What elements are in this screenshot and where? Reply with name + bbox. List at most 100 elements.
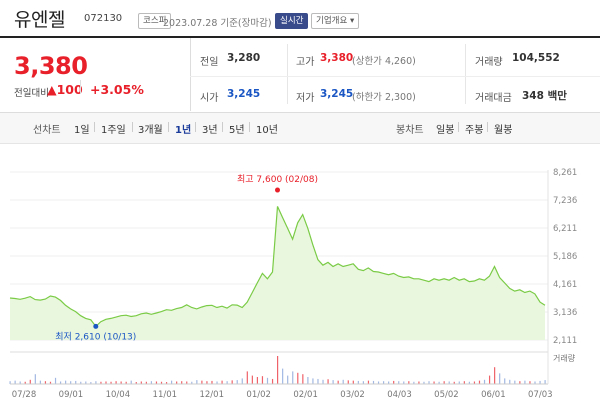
volume-bar — [372, 380, 375, 384]
stock-code: 072130 — [84, 13, 123, 24]
volume-bar — [478, 380, 481, 384]
company-info-dropdown[interactable]: 기업개요 ▾ — [311, 13, 360, 29]
volume-bar — [145, 381, 147, 384]
volume-bar — [408, 381, 410, 384]
volume-bar — [388, 381, 390, 384]
x-tick-label: 07/28 — [12, 390, 37, 400]
volume-bar — [337, 380, 339, 384]
candle-chart-label: 봉차트 — [396, 125, 424, 136]
volume-bar — [196, 380, 198, 384]
volume-bar — [191, 381, 193, 384]
trade-value: 348 백만 — [522, 90, 567, 102]
candle-monthly[interactable]: 월봉 — [494, 125, 513, 136]
volume-bar — [393, 380, 395, 384]
volume-bar — [342, 379, 344, 384]
volume-bar — [165, 382, 168, 384]
volume-bar — [307, 377, 309, 384]
volume-bar — [347, 380, 349, 384]
volume-bar — [261, 376, 264, 384]
volume-bar — [357, 380, 359, 384]
stats-row-divider — [190, 76, 600, 77]
x-tick-label: 04/03 — [387, 390, 412, 400]
date-text: 2023.07.28 기준(장마감) — [163, 18, 272, 29]
change-label: 전일대비 — [14, 88, 49, 99]
prev-close-value: 3,280 — [227, 52, 261, 64]
candle-daily[interactable]: 일봉 — [436, 125, 455, 136]
stats-divider — [287, 44, 288, 104]
volume-bar — [332, 380, 334, 384]
volume-bar — [54, 377, 57, 384]
x-tick-label: 03/02 — [340, 390, 365, 400]
volume-bar — [488, 375, 491, 384]
volume-bar — [271, 378, 274, 384]
volume-bar — [231, 380, 233, 384]
volume-bar — [468, 381, 470, 384]
volume-bar — [428, 381, 430, 384]
period-toolbar — [0, 112, 600, 144]
volume-bar — [423, 381, 425, 384]
high-value: 3,380 — [320, 52, 354, 64]
line-chart-label: 선차트 — [33, 125, 61, 136]
volume-bar — [14, 380, 16, 384]
y-tick-label: 4,161 — [553, 280, 577, 290]
market-badge: 코스피 — [138, 13, 172, 29]
volume-bar — [65, 380, 67, 384]
x-tick-label: 11/01 — [153, 390, 178, 400]
volume-bar — [100, 381, 102, 384]
volume-bar — [186, 381, 188, 384]
price-area-fill — [10, 206, 545, 340]
period-3y[interactable]: 3년 — [202, 125, 218, 136]
volume-bar — [499, 373, 501, 384]
volume-bar — [458, 381, 460, 384]
volume-bar — [216, 381, 218, 384]
volume-bar — [80, 381, 82, 384]
volume-bar — [44, 381, 47, 384]
volume-bar — [367, 380, 370, 384]
change-amount: ▲100 — [47, 82, 83, 97]
volume-bar — [49, 381, 52, 384]
period-1d[interactable]: 1일 — [74, 125, 90, 136]
price-box — [0, 38, 191, 111]
period-separator — [94, 122, 95, 132]
volume-bar — [39, 380, 41, 384]
volume-bar — [463, 381, 465, 384]
price-chart[interactable]: 8,261 7,236 6,211 5,186 4,161 3,136 2,111 07/2… — [0, 150, 600, 412]
period-10y[interactable]: 10년 — [256, 125, 278, 136]
volume-bar — [110, 381, 112, 384]
y-tick-label: 8,261 — [553, 168, 577, 178]
period-5y[interactable]: 5년 — [229, 125, 245, 136]
period-1w[interactable]: 1주일 — [101, 125, 126, 136]
volume-bar — [130, 380, 132, 384]
period-1y[interactable]: 1년 — [175, 125, 192, 136]
volume-bar — [155, 381, 158, 384]
max-point-marker — [275, 187, 280, 193]
lower-limit: (하한가 2,300) — [352, 92, 416, 103]
volume-bar — [327, 379, 329, 384]
volume-bar — [246, 371, 248, 384]
volume-bar — [120, 381, 122, 384]
volume-bar — [473, 381, 476, 384]
change-divider — [80, 80, 81, 94]
volume-value: 104,552 — [512, 52, 560, 64]
candle-weekly[interactable]: 주봉 — [465, 125, 484, 136]
volume-bar — [9, 381, 11, 384]
volume-bar — [135, 382, 137, 384]
volume-bar — [287, 375, 289, 384]
volume-bar — [302, 374, 304, 384]
volume-bar — [509, 379, 511, 384]
period-3m[interactable]: 3개월 — [138, 125, 163, 136]
volume-bar — [438, 381, 440, 384]
period-separator — [222, 122, 223, 132]
min-label: 최저 2,610 (10/13) — [55, 331, 136, 342]
volume-bar — [24, 381, 26, 384]
price-line — [9, 206, 546, 328]
y-tick-label: 5,186 — [553, 252, 577, 262]
period-separator — [132, 122, 133, 132]
stats-divider — [465, 44, 466, 104]
volume-bar — [181, 381, 183, 384]
realtime-button[interactable]: 실시간 — [275, 13, 309, 29]
volume-bar — [413, 381, 415, 384]
volume-bar — [59, 381, 62, 384]
volume-axis-label: 거래량 — [553, 353, 576, 363]
volume-bar — [529, 381, 531, 384]
